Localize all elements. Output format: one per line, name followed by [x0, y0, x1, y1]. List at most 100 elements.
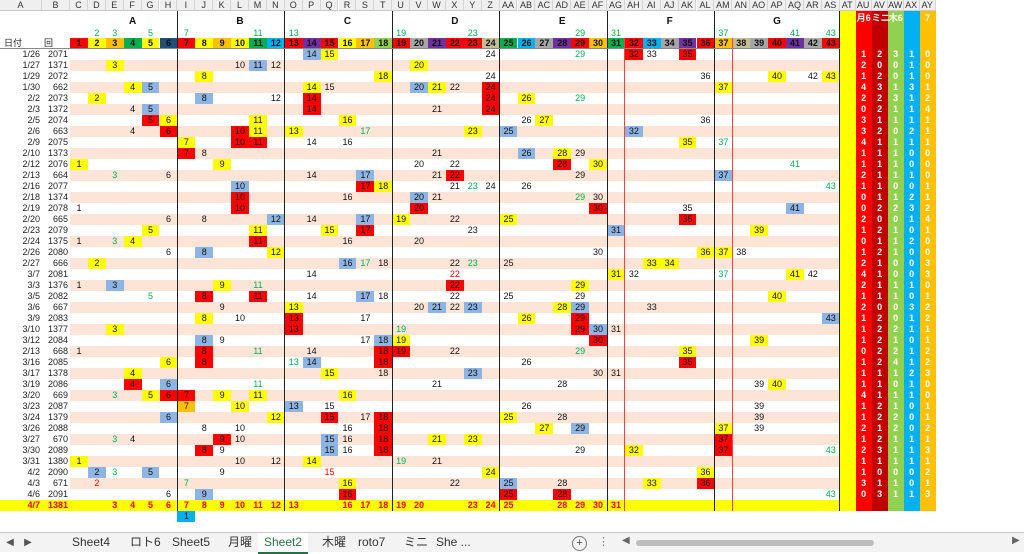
column-header-s[interactable]: S	[356, 0, 375, 11]
draw-number-cell[interactable]: 12	[270, 456, 281, 466]
draw-number-cell[interactable]: 8	[195, 247, 214, 258]
draw-number-cell[interactable]: 37	[714, 82, 733, 93]
column-header-i[interactable]: I	[177, 0, 196, 11]
draw-number-cell[interactable]: 15	[324, 401, 335, 411]
draw-number-cell[interactable]: 40	[768, 291, 786, 302]
draw-number-cell[interactable]: 33	[642, 478, 661, 489]
draw-number-cell[interactable]: 25	[499, 214, 518, 225]
draw-number-cell[interactable]: 39	[754, 412, 765, 422]
draw-number-cell[interactable]: 43	[825, 489, 836, 499]
draw-number-cell[interactable]: 17	[356, 181, 375, 192]
draw-number-cell[interactable]: 23	[463, 434, 482, 445]
draw-number-cell[interactable]: 25	[499, 412, 518, 423]
draw-number-cell[interactable]: 9	[219, 302, 225, 312]
draw-number-cell[interactable]: 41	[786, 269, 804, 280]
draw-number-cell[interactable]: 35	[678, 214, 697, 225]
draw-number-cell[interactable]: 6	[159, 379, 178, 390]
draw-number-cell[interactable]: 14	[302, 104, 321, 115]
draw-number-cell[interactable]: 21	[428, 434, 446, 445]
draw-number-cell[interactable]: 16	[342, 236, 353, 246]
horizontal-scrollbar[interactable]	[636, 540, 874, 546]
draw-number-cell[interactable]: 20	[414, 159, 425, 169]
draw-number-cell[interactable]: 24	[485, 49, 496, 59]
draw-number-cell[interactable]: 3	[112, 434, 118, 444]
draw-number-cell[interactable]: 4	[130, 126, 136, 136]
column-header-b[interactable]: B	[42, 0, 70, 11]
draw-number-cell[interactable]: 15	[320, 225, 339, 236]
draw-number-cell[interactable]: 4	[123, 82, 142, 93]
column-header-z[interactable]: Z	[481, 0, 500, 11]
draw-number-cell[interactable]: 16	[342, 445, 353, 455]
draw-number-cell[interactable]: 6	[159, 357, 178, 368]
draw-number-cell[interactable]: 2	[87, 258, 106, 269]
draw-number-cell[interactable]: 13	[284, 313, 303, 324]
column-header-as[interactable]: AS	[821, 0, 840, 11]
draw-number-cell[interactable]: 25	[503, 258, 514, 268]
draw-number-cell[interactable]: 29	[571, 324, 590, 335]
draw-number-cell[interactable]: 3	[105, 324, 124, 335]
column-header-ap[interactable]: AP	[768, 0, 786, 11]
draw-number-cell[interactable]: 16	[338, 258, 357, 269]
draw-number-cell[interactable]: 18	[378, 291, 389, 301]
draw-number-cell[interactable]: 9	[219, 445, 225, 455]
draw-number-cell[interactable]: 11	[249, 291, 267, 302]
draw-number-cell[interactable]: 10	[235, 434, 246, 444]
draw-number-cell[interactable]: 5	[141, 115, 160, 126]
column-header-aa[interactable]: AA	[499, 0, 518, 11]
draw-number-cell[interactable]: 3	[112, 170, 118, 180]
draw-number-cell[interactable]: 29	[571, 313, 590, 324]
draw-number-cell[interactable]: 23	[467, 225, 478, 235]
scroll-right-icon[interactable]: ▶	[1012, 535, 1020, 546]
draw-number-cell[interactable]: 12	[266, 412, 285, 423]
draw-number-cell[interactable]: 15	[320, 434, 339, 445]
draw-number-cell[interactable]: 43	[821, 313, 840, 324]
draw-number-cell[interactable]: 32	[624, 49, 643, 60]
draw-number-cell[interactable]: 29	[575, 346, 586, 356]
column-header-ao[interactable]: AO	[750, 0, 769, 11]
draw-number-cell[interactable]: 6	[165, 489, 171, 499]
draw-number-cell[interactable]: 21	[431, 192, 442, 202]
draw-number-cell[interactable]: 39	[750, 225, 769, 236]
draw-number-cell[interactable]: 10	[231, 192, 249, 203]
draw-number-cell[interactable]: 24	[481, 467, 500, 478]
draw-number-cell[interactable]: 8	[195, 335, 214, 346]
draw-number-cell[interactable]: 21	[449, 181, 460, 191]
draw-number-cell[interactable]: 12	[270, 93, 281, 103]
column-header-ar[interactable]: AR	[803, 0, 822, 11]
draw-number-cell[interactable]: 3	[105, 280, 124, 291]
draw-number-cell[interactable]: 30	[589, 159, 607, 170]
draw-number-cell[interactable]: 43	[825, 181, 836, 191]
draw-number-cell[interactable]: 7	[177, 137, 196, 148]
draw-number-cell[interactable]: 8	[201, 214, 207, 224]
column-header-w[interactable]: W	[428, 0, 446, 11]
today-number-cell[interactable]: 6	[165, 500, 171, 510]
column-header-k[interactable]: K	[213, 0, 232, 11]
draw-number-cell[interactable]: 34	[660, 258, 679, 269]
draw-number-cell[interactable]: 29	[571, 423, 590, 434]
column-header-ac[interactable]: AC	[535, 0, 554, 11]
today-number-cell[interactable]: 24	[485, 500, 496, 510]
draw-number-cell[interactable]: 29	[575, 170, 586, 180]
today-number-cell[interactable]: 4	[130, 500, 136, 510]
draw-number-cell[interactable]: 8	[201, 423, 207, 433]
today-number-cell[interactable]: 28	[557, 500, 568, 510]
draw-number-cell[interactable]: 1	[76, 236, 82, 246]
more-options-icon[interactable]: ⋮	[598, 536, 609, 548]
draw-number-cell[interactable]: 12	[270, 60, 281, 70]
column-header-ak[interactable]: AK	[678, 0, 697, 11]
draw-number-cell[interactable]: 39	[754, 423, 765, 433]
draw-number-cell[interactable]: 30	[589, 203, 607, 214]
spreadsheet-grid[interactable]: A B C D E F G H I J K L M N O P Q R S T U V W X Y Z AA AB AC AD AE AF AG…	[0, 0, 1024, 532]
draw-number-cell[interactable]: 11	[253, 379, 263, 389]
draw-number-cell[interactable]: 17	[360, 313, 371, 323]
draw-number-cell[interactable]: 35	[682, 203, 693, 213]
draw-number-cell[interactable]: 1	[70, 159, 88, 170]
draw-number-cell[interactable]: 42	[807, 269, 818, 279]
draw-number-cell[interactable]: 10	[235, 313, 246, 323]
draw-number-cell[interactable]: 3	[112, 390, 118, 400]
column-header-u[interactable]: U	[392, 0, 411, 11]
column-header-p[interactable]: P	[302, 0, 321, 11]
draw-number-cell[interactable]: 10	[231, 181, 249, 192]
column-header-ad[interactable]: AD	[553, 0, 572, 11]
today-number-cell[interactable]: 8	[201, 500, 207, 510]
